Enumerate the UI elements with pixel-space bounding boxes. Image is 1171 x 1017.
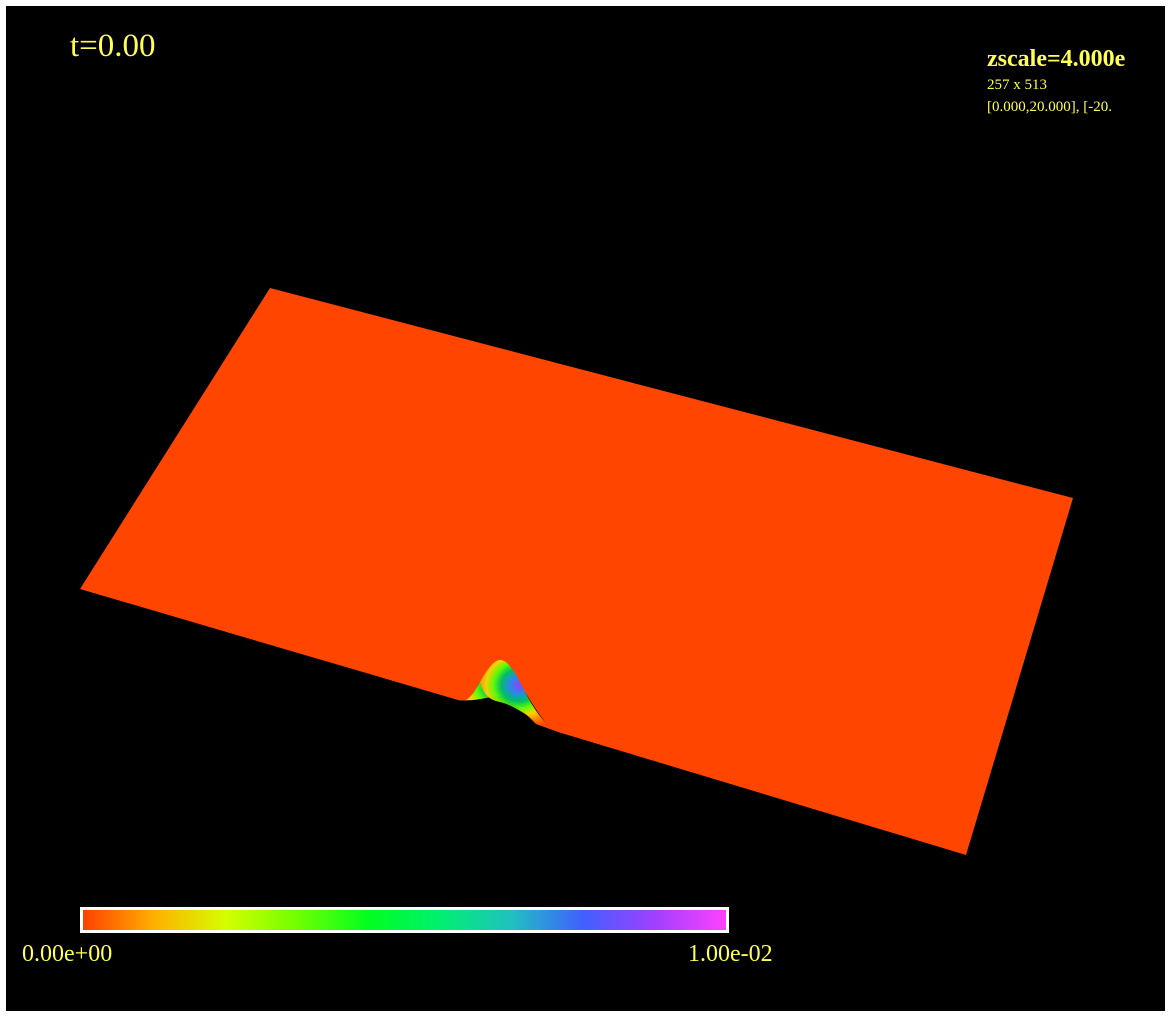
surface-sheet <box>80 288 1073 855</box>
zscale-label: zscale=4.000e <box>987 46 1126 72</box>
info-panel: zscale=4.000e 257 x 513 [0.000,20.000], … <box>987 46 1125 118</box>
colorbar-max-label: 1.00e-02 <box>688 941 773 967</box>
grid-size-label: 257 x 513 <box>987 77 1047 93</box>
colorbar-gradient <box>83 910 726 930</box>
colorbar <box>80 907 729 933</box>
domain-range-label: [0.000,20.000], [-20. <box>987 99 1112 115</box>
colorbar-min-label: 0.00e+00 <box>22 941 113 967</box>
time-label: t=0.00 <box>70 28 156 64</box>
render-viewport[interactable]: t=0.00 zscale=4.000e 257 x 513 [0.000,20… <box>6 6 1165 1011</box>
surface-plot <box>80 288 1073 855</box>
